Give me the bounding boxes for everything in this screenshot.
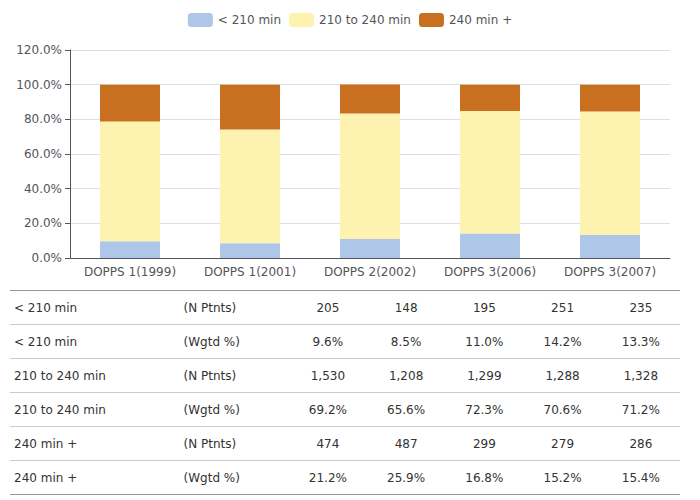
html-text:21.2%: 21.2%: [308, 470, 347, 485]
svg-text:100.0%: 100.0%: [16, 78, 62, 92]
svg-text:80.0%: 80.0%: [24, 112, 62, 126]
html-text:(Wgtd %): (Wgtd %): [183, 334, 240, 349]
html-text:1,328: 1,328: [623, 368, 658, 383]
svg-text:0.0%: 0.0%: [32, 251, 63, 265]
html-text:279: 279: [551, 436, 574, 451]
html-text:(Wgtd %): (Wgtd %): [183, 470, 240, 485]
html-text:210 to 240 min: 210 to 240 min: [14, 402, 106, 417]
svg-text:40.0%: 40.0%: [24, 182, 62, 196]
svg-text:DOPPS 1(1999): DOPPS 1(1999): [84, 265, 176, 279]
svg-text:60.0%: 60.0%: [24, 147, 62, 161]
html-text:(N Ptnts): (N Ptnts): [183, 368, 237, 383]
html-text:210 to 240 min: 210 to 240 min: [14, 368, 106, 383]
svg-text:210 to 240 min: 210 to 240 min: [319, 13, 411, 27]
html-text:299: 299: [472, 436, 496, 451]
html-text:1,208: 1,208: [388, 368, 424, 383]
html-text:1,288: 1,288: [545, 368, 580, 383]
svg-text:< 210 min: < 210 min: [218, 13, 281, 27]
svg-text:120.0%: 120.0%: [16, 43, 62, 57]
html-text:148: 148: [394, 300, 418, 315]
html-text:< 210 min: < 210 min: [14, 300, 78, 315]
html-text:9.6%: 9.6%: [312, 334, 344, 349]
html-text:25.9%: 25.9%: [387, 470, 426, 485]
html-text:15.4%: 15.4%: [621, 470, 660, 485]
html-text:1,299: 1,299: [467, 368, 502, 383]
html-text:15.2%: 15.2%: [543, 470, 582, 485]
html-text:205: 205: [316, 300, 340, 315]
html-text:195: 195: [472, 300, 496, 315]
html-text:13.3%: 13.3%: [621, 334, 660, 349]
html-text:< 210 min: < 210 min: [14, 334, 78, 349]
html-text:240 min +: 240 min +: [14, 470, 78, 485]
html-text:72.3%: 72.3%: [465, 402, 504, 417]
html-text:474: 474: [316, 436, 340, 451]
html-text:487: 487: [394, 436, 418, 451]
svg-text:20.0%: 20.0%: [24, 216, 62, 230]
html-text:71.2%: 71.2%: [621, 402, 660, 417]
html-text:16.8%: 16.8%: [465, 470, 504, 485]
svg-text:DOPPS 3(2007): DOPPS 3(2007): [564, 265, 656, 279]
html-text:286: 286: [629, 436, 653, 451]
html-text:251: 251: [551, 300, 574, 315]
html-text:240 min +: 240 min +: [14, 436, 78, 451]
html-text:8.5%: 8.5%: [390, 334, 422, 349]
html-text:(Wgtd %): (Wgtd %): [183, 402, 240, 417]
html-text:14.2%: 14.2%: [543, 334, 582, 349]
html-text:70.6%: 70.6%: [543, 402, 582, 417]
html-text:(N Ptnts): (N Ptnts): [183, 300, 237, 315]
html-text:235: 235: [629, 300, 653, 315]
svg-text:DOPPS 2(2002): DOPPS 2(2002): [324, 265, 416, 279]
html-text:69.2%: 69.2%: [308, 402, 347, 417]
svg-text:240 min +: 240 min +: [449, 13, 512, 27]
html-text:65.6%: 65.6%: [387, 402, 426, 417]
html-text:1,530: 1,530: [310, 368, 345, 383]
html-text:11.0%: 11.0%: [465, 334, 504, 349]
html-text:(N Ptnts): (N Ptnts): [183, 436, 237, 451]
svg-text:DOPPS 3(2006): DOPPS 3(2006): [444, 265, 536, 279]
svg-text:DOPPS 1(2001): DOPPS 1(2001): [204, 265, 296, 279]
